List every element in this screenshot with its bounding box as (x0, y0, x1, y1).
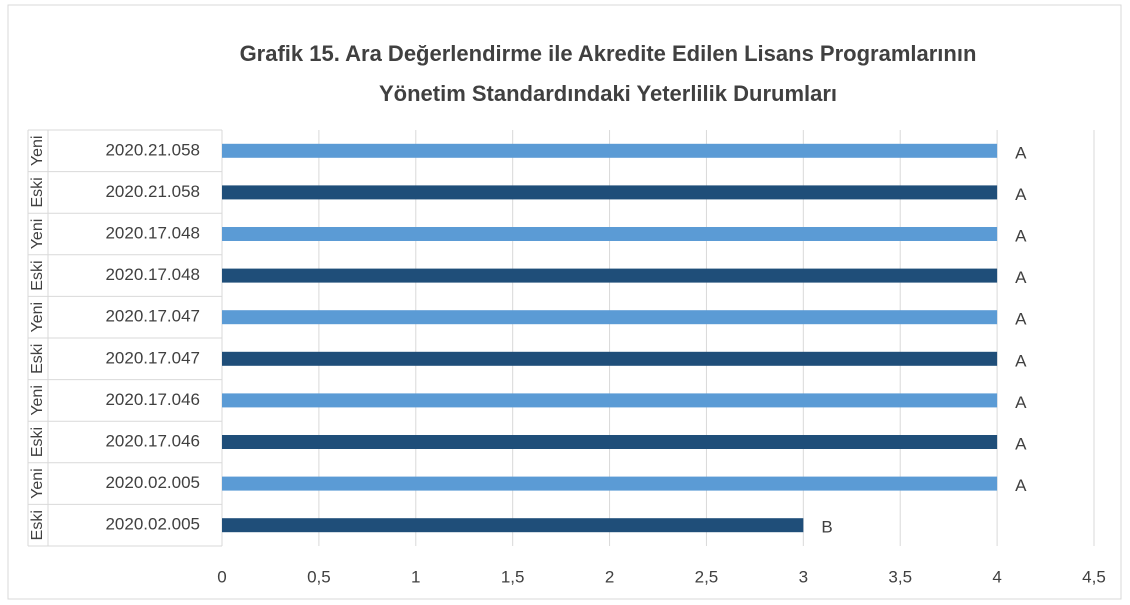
group-label: Yeni (29, 468, 46, 499)
group-label: Eski (29, 427, 46, 457)
data-label: A (1015, 268, 1027, 287)
bar (222, 351, 998, 366)
y-tick-label: 2020.17.046 (105, 431, 200, 450)
y-tick-label: 2020.17.048 (105, 223, 200, 242)
bar (222, 518, 804, 533)
data-label: B (821, 518, 832, 537)
bar (222, 393, 998, 408)
group-label: Yeni (29, 385, 46, 416)
group-label: Eski (29, 344, 46, 374)
x-tick-label: 3 (799, 567, 808, 586)
chart-title: Grafik 15. Ara Değerlendirme ile Akredit… (240, 41, 977, 66)
data-label: A (1015, 310, 1027, 329)
x-tick-label: 0 (217, 567, 226, 586)
y-tick-label: 2020.02.005 (105, 473, 200, 492)
chart-title: Yönetim Standardındaki Yeterlilik Duruml… (379, 81, 837, 106)
x-tick-label: 4,5 (1082, 567, 1106, 586)
x-tick-label: 1,5 (501, 567, 525, 586)
data-label: A (1015, 185, 1027, 204)
group-label: Eski (29, 260, 46, 290)
group-label: Eski (29, 177, 46, 207)
x-tick-label: 2,5 (695, 567, 719, 586)
bar (222, 310, 998, 325)
group-label: Yeni (29, 136, 46, 167)
data-label: A (1015, 143, 1027, 162)
y-tick-label: 2020.21.058 (105, 182, 200, 201)
bar (222, 476, 998, 491)
group-label: Yeni (29, 302, 46, 333)
chart-border (7, 4, 1122, 600)
x-tick-label: 3,5 (888, 567, 912, 586)
bar (222, 268, 998, 283)
y-tick-label: 2020.17.046 (105, 390, 200, 409)
y-tick-label: 2020.17.047 (105, 348, 200, 367)
group-label: Yeni (29, 219, 46, 250)
y-tick-label: 2020.21.058 (105, 140, 200, 159)
data-label: A (1015, 393, 1027, 412)
data-label: A (1015, 351, 1027, 370)
y-tick-label: 2020.17.047 (105, 307, 200, 326)
group-label: Eski (29, 510, 46, 540)
bar (222, 227, 998, 241)
bar (222, 143, 998, 158)
bar (222, 185, 998, 200)
x-tick-label: 0,5 (307, 567, 331, 586)
data-label: A (1015, 476, 1027, 495)
data-label: A (1015, 226, 1027, 245)
data-label: A (1015, 434, 1027, 453)
x-tick-label: 4 (992, 567, 1001, 586)
x-tick-label: 1 (411, 567, 420, 586)
y-tick-label: 2020.02.005 (105, 515, 200, 534)
x-tick-label: 2 (605, 567, 614, 586)
bar (222, 435, 998, 449)
y-tick-label: 2020.17.048 (105, 265, 200, 284)
